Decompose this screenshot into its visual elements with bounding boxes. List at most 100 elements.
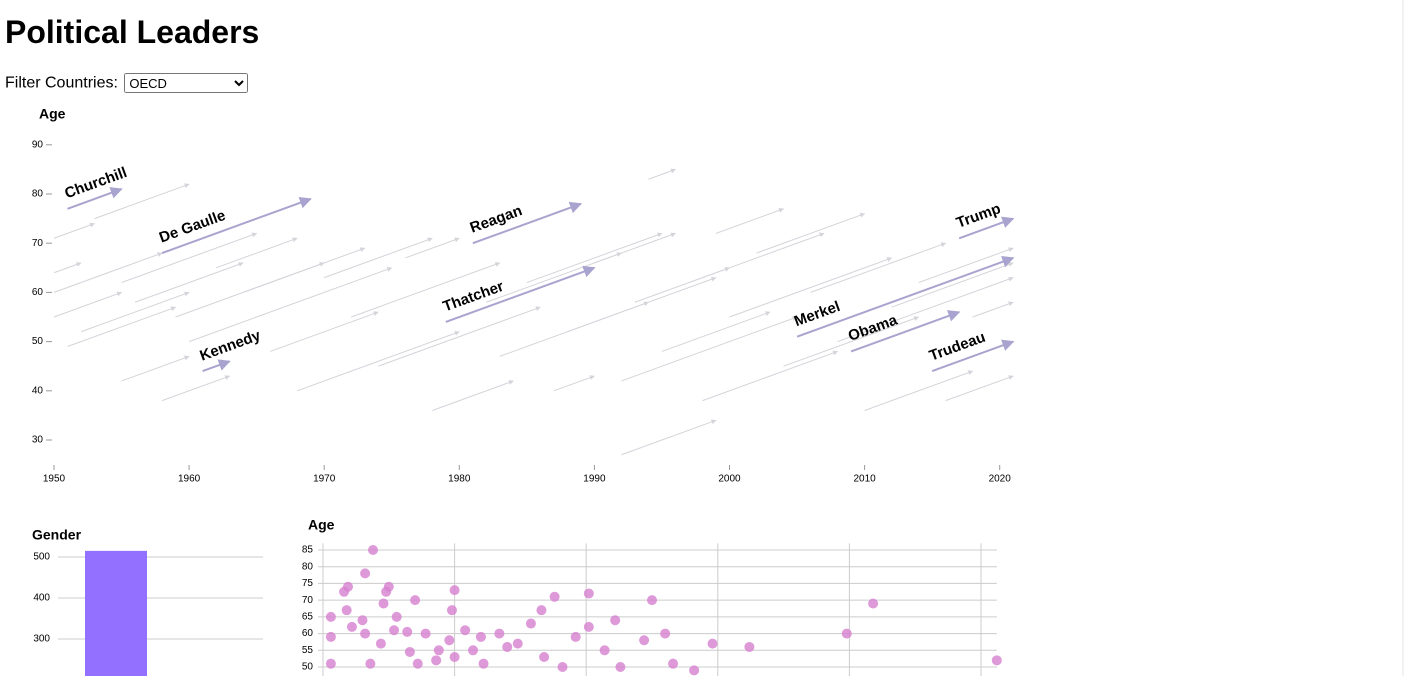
y-axis-title: Age [39, 106, 66, 122]
leader-arrow [918, 247, 1014, 284]
point [668, 658, 679, 669]
point [378, 598, 389, 609]
point [570, 631, 581, 642]
point [583, 588, 594, 599]
point [647, 595, 657, 606]
point [341, 605, 352, 616]
leader-name: Trump [954, 200, 1003, 232]
point [557, 662, 568, 673]
y-tick-label: 300 [33, 634, 50, 645]
leader-arrow [297, 330, 460, 392]
leader-arrow [134, 262, 244, 303]
y-tick-label: 400 [33, 593, 50, 604]
point [475, 631, 486, 642]
point [410, 595, 421, 606]
leader-arrow [351, 262, 501, 318]
y-tick-label: 60 [302, 628, 314, 639]
point [360, 628, 371, 639]
y-tick-label: 55 [302, 645, 314, 656]
leader-arrow [53, 252, 163, 293]
leader-arrow [80, 291, 190, 333]
x-tick-label: 2000 [718, 474, 741, 485]
point [539, 651, 550, 662]
point [599, 645, 610, 656]
y-tick-label: 30 [32, 435, 44, 446]
point [991, 655, 1002, 666]
point [583, 621, 594, 632]
leader-arrow [67, 306, 177, 347]
x-tick-label: 2010 [853, 474, 876, 485]
point [368, 545, 379, 555]
leader-arrow [378, 306, 541, 367]
leader-arrow [526, 232, 663, 284]
leader-arrow [188, 266, 393, 343]
country-filter[interactable]: OECD [124, 73, 249, 93]
leader-arrow [621, 419, 717, 456]
point [639, 635, 650, 646]
point [360, 568, 371, 579]
leader-arrow [891, 262, 1014, 308]
point [446, 605, 457, 616]
leader-arrow [715, 207, 785, 234]
x-tick-label: 1950 [43, 474, 66, 485]
point [420, 628, 431, 639]
leader-arrow [810, 242, 947, 293]
filter-label: Filter Countries: [5, 74, 118, 92]
point [468, 645, 479, 656]
point [610, 615, 621, 626]
leader-arrow [648, 168, 676, 180]
x-tick-label: 1980 [448, 474, 471, 485]
y-tick-label: 50 [302, 662, 314, 673]
leader-arrow [756, 212, 866, 254]
highlight-arrow [161, 196, 312, 254]
point [357, 615, 368, 626]
leader-arrow [688, 232, 825, 284]
point [389, 625, 400, 636]
leader-arrow [567, 276, 717, 333]
point [325, 658, 336, 669]
highlight-arrow [202, 359, 231, 373]
page-title: Political Leaders [5, 14, 260, 50]
point [402, 626, 413, 637]
y-tick-label: 80 [32, 189, 44, 200]
leader-name: Reagan [468, 202, 525, 237]
point [404, 646, 415, 657]
leader-arrow [972, 301, 1014, 318]
point [841, 628, 852, 639]
leader-arrow [161, 375, 231, 402]
y-tick-label: 70 [302, 595, 314, 606]
leader-arrow [837, 276, 1014, 343]
y-tick-label: 90 [32, 139, 44, 150]
highlight-arrow [67, 187, 123, 210]
y-tick-label: 40 [32, 385, 44, 396]
y-axis-title: Age [308, 517, 335, 533]
filter: Filter Countries: OECD [5, 73, 249, 93]
x-tick-label: 1960 [178, 474, 201, 485]
highlight-arrow [931, 339, 1015, 373]
leader-arrow [945, 375, 1014, 402]
leader-arrow [215, 237, 298, 269]
point [502, 641, 513, 652]
leader-arrow [661, 311, 771, 352]
highlight-arrow [796, 256, 1015, 338]
point [536, 605, 547, 616]
point [449, 651, 460, 662]
point [549, 591, 560, 602]
point [460, 625, 471, 636]
point [494, 628, 505, 639]
y-tick-label: 500 [33, 552, 50, 563]
point [744, 641, 755, 652]
leader-arrow [242, 247, 366, 293]
x-tick-label: 2020 [989, 474, 1012, 485]
y-axis-title: Gender [32, 527, 82, 543]
point [375, 638, 386, 649]
leader-name: De Gaulle [157, 207, 228, 247]
y-tick-label: 65 [302, 612, 314, 623]
leader-name: Thatcher [441, 278, 506, 316]
point [433, 645, 444, 656]
leader-arrow [121, 232, 258, 284]
point [868, 598, 879, 609]
leader-arrow [53, 222, 95, 239]
